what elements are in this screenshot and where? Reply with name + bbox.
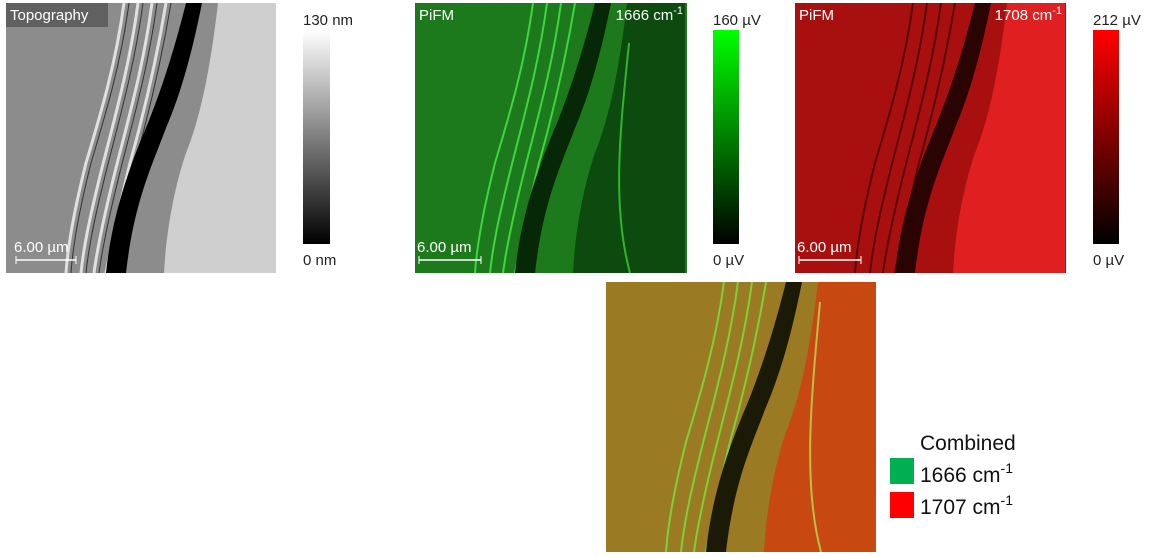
scale-bar-label: 6.00 µm [797,239,852,256]
scale-bar-label: 6.00 µm [417,239,472,256]
legend-swatch [890,492,914,518]
legend-item: 1707 cm-1 [920,492,1013,519]
superscript: -1 [673,5,683,17]
legend-text: 1707 cm [920,496,1001,519]
superscript: -1 [1001,492,1014,508]
colorbar [1093,30,1119,244]
panel-label: PiFM [419,7,454,24]
legend-text: 1666 cm [920,464,1001,487]
colorbar [303,30,330,244]
colorbar-max: 130 nm [303,12,353,29]
superscript: -1 [1052,5,1062,17]
legend: Combined 1666 cm-1 1707 cm-1 [890,432,1016,519]
wavenumber: 1708 cm [995,7,1053,24]
pifm-red-image: PiFM 1708 cm-1 6.00 µm [795,2,1066,274]
panel-label: PiFM [799,7,834,24]
colorbar-max: 160 µV [713,12,761,29]
colorbar-min: 0 µV [713,252,744,269]
legend-swatch [890,458,914,484]
wavenumber: 1666 cm [616,7,674,24]
legend-item: 1666 cm-1 [920,460,1013,487]
scale-bar-label: 6.00 µm [14,239,69,256]
colorbar-min: 0 µV [1093,252,1124,269]
superscript: -1 [1001,460,1014,476]
colorbar [713,30,739,244]
topography-image: Topography 6.00 µm [6,1,276,275]
colorbar-min: 0 nm [303,252,336,269]
wavenumber-label: 1666 cm-1 [616,5,683,24]
pifm-green-image: PiFM 1666 cm-1 6.00 µm [415,2,687,274]
legend-title: Combined [920,432,1016,455]
wavenumber-label: 1708 cm-1 [995,5,1062,24]
combined-image [606,281,876,553]
panel-label: Topography [10,7,89,24]
colorbar-max: 212 µV [1093,12,1141,29]
